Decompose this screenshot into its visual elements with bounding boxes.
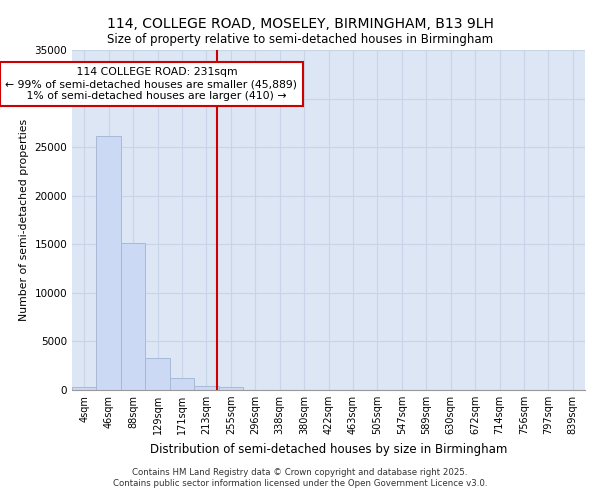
- Text: 114 COLLEGE ROAD: 231sqm
← 99% of semi-detached houses are smaller (45,889)
   1: 114 COLLEGE ROAD: 231sqm ← 99% of semi-d…: [5, 68, 298, 100]
- Y-axis label: Number of semi-detached properties: Number of semi-detached properties: [19, 119, 29, 321]
- Text: Contains HM Land Registry data © Crown copyright and database right 2025.
Contai: Contains HM Land Registry data © Crown c…: [113, 468, 487, 487]
- Bar: [97, 136, 121, 390]
- Bar: [145, 358, 170, 390]
- Bar: [170, 378, 194, 390]
- X-axis label: Distribution of semi-detached houses by size in Birmingham: Distribution of semi-detached houses by …: [150, 442, 507, 456]
- Bar: [194, 386, 218, 390]
- Bar: [72, 386, 97, 390]
- Text: 114, COLLEGE ROAD, MOSELEY, BIRMINGHAM, B13 9LH: 114, COLLEGE ROAD, MOSELEY, BIRMINGHAM, …: [107, 18, 493, 32]
- Bar: [121, 244, 145, 390]
- Text: Size of property relative to semi-detached houses in Birmingham: Size of property relative to semi-detach…: [107, 32, 493, 46]
- Bar: [218, 388, 243, 390]
